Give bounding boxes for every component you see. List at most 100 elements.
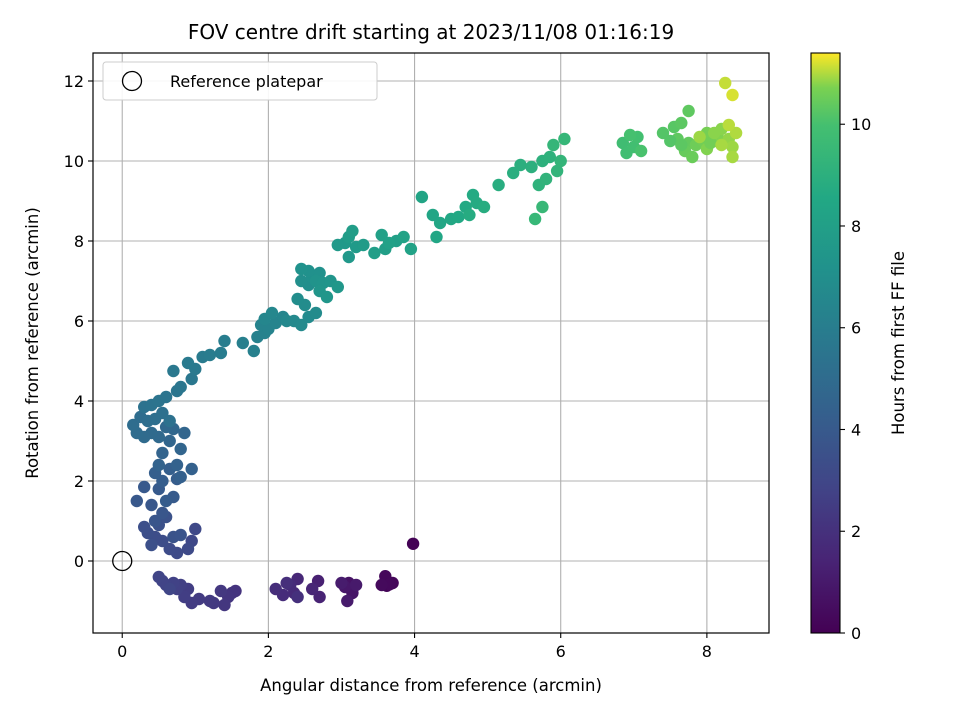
data-point (719, 76, 732, 90)
data-point (174, 380, 187, 394)
data-point (686, 150, 699, 164)
data-point (342, 250, 355, 264)
data-point (148, 514, 162, 528)
data-point (704, 136, 717, 150)
colorbar: 0 2 4 6 8 10 Hours from first FF file (810, 52, 908, 643)
data-point (507, 166, 520, 180)
data-point (163, 542, 176, 556)
data-point (174, 528, 187, 542)
data-point (214, 346, 228, 360)
data-point (693, 130, 706, 144)
data-point (682, 104, 695, 118)
data-point (189, 522, 202, 536)
x-tick-label: 6 (556, 642, 566, 661)
colorbar-tick-label: 8 (851, 217, 861, 236)
data-point (536, 200, 549, 214)
data-point (163, 434, 176, 448)
data-point (295, 274, 308, 288)
x-axis-title: Angular distance from reference (arcmin) (260, 676, 602, 695)
data-point (295, 318, 308, 332)
colorbar-tick-label: 0 (851, 624, 861, 643)
data-point (156, 506, 169, 520)
data-point (320, 290, 334, 304)
data-point (181, 542, 195, 556)
data-point (675, 116, 688, 130)
data-point (558, 132, 571, 146)
data-point (452, 210, 465, 224)
data-point (170, 458, 184, 472)
data-point (306, 582, 319, 596)
y-tick-label: 4 (74, 392, 84, 411)
data-point (127, 418, 140, 432)
data-point (368, 246, 381, 260)
data-point (163, 414, 176, 428)
data-point (675, 138, 688, 152)
x-tick-label: 8 (702, 642, 712, 661)
data-point (163, 582, 176, 596)
colorbar-tick-label: 4 (851, 420, 861, 439)
data-point (477, 200, 491, 214)
grid-lines (93, 53, 769, 633)
data-point (426, 208, 439, 222)
legend-box (102, 61, 378, 101)
data-point (404, 242, 418, 256)
data-point (554, 154, 567, 168)
data-point (547, 138, 560, 152)
data-point (726, 88, 739, 102)
data-point (664, 134, 677, 148)
data-point (214, 584, 228, 598)
data-point (138, 480, 151, 494)
data-point (708, 126, 721, 140)
legend: Reference platepar (102, 61, 378, 101)
y-axis-title: Rotation from reference (arcmin) (23, 207, 42, 479)
data-point (656, 126, 670, 140)
data-point (130, 494, 143, 508)
data-point (543, 150, 556, 164)
data-point (291, 292, 304, 306)
data-point (269, 582, 282, 596)
data-point (331, 280, 344, 294)
y-tick-label: 8 (74, 232, 84, 251)
y-tick-label: 2 (74, 472, 84, 491)
data-point (335, 576, 348, 590)
data-point (623, 128, 637, 142)
data-point (722, 118, 735, 132)
data-point (433, 216, 447, 230)
x-axis-ticks: 0 2 4 6 8 (117, 633, 712, 661)
data-point (145, 538, 158, 552)
data-point (463, 208, 476, 222)
data-point (185, 462, 198, 476)
data-point (178, 426, 191, 440)
data-point (156, 474, 169, 488)
chart-title: FOV centre drift starting at 2023/11/08 … (188, 20, 674, 44)
data-point (174, 442, 187, 456)
data-point (331, 238, 344, 252)
data-point (185, 372, 198, 386)
colorbar-tick-label: 2 (851, 522, 861, 541)
data-point (375, 578, 388, 592)
data-point (159, 494, 173, 508)
data-point (203, 348, 217, 362)
data-point (341, 594, 354, 608)
data-point (729, 126, 743, 140)
legend-marker-reference (121, 70, 143, 92)
y-tick-label: 6 (74, 312, 84, 331)
data-point (357, 238, 370, 252)
data-point (159, 390, 173, 404)
data-point (382, 236, 396, 250)
reference-marker (112, 550, 133, 572)
colorbar-tick-label: 10 (851, 115, 871, 134)
data-point (415, 190, 429, 204)
colorbar-ticks: 0 2 4 6 8 10 (840, 115, 871, 643)
data-point (539, 172, 553, 186)
data-point (349, 578, 363, 592)
legend-label-reference: Reference platepar (170, 72, 323, 91)
data-point (634, 144, 648, 158)
x-tick-label: 2 (263, 642, 273, 661)
data-point (247, 344, 260, 358)
data-point (167, 364, 180, 378)
colorbar-gradient (811, 53, 840, 633)
x-tick-label: 4 (409, 642, 419, 661)
